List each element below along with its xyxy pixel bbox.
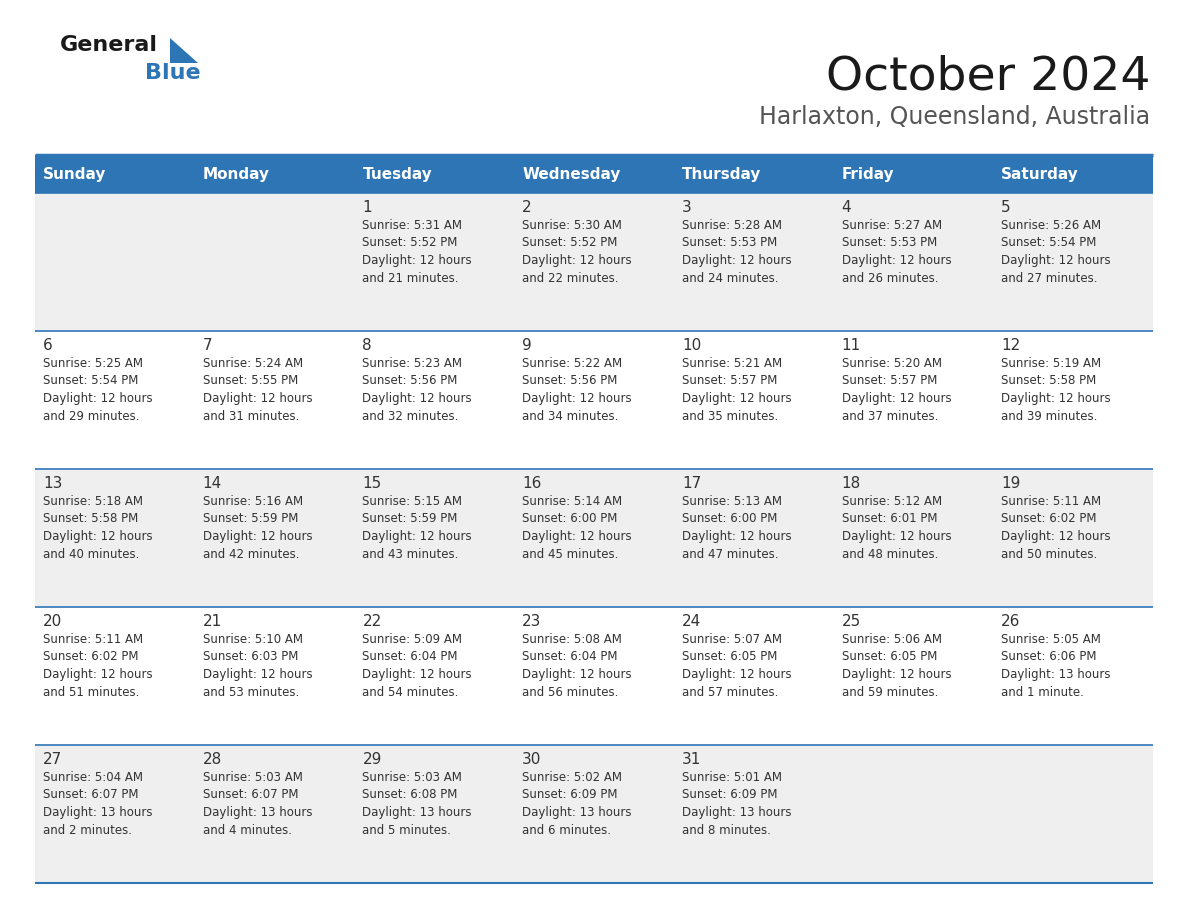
Text: Tuesday: Tuesday: [362, 166, 432, 182]
Text: 16: 16: [523, 476, 542, 491]
Text: Sunrise: 5:16 AM
Sunset: 5:59 PM
Daylight: 12 hours
and 42 minutes.: Sunrise: 5:16 AM Sunset: 5:59 PM Dayligh…: [203, 495, 312, 561]
Text: Sunrise: 5:07 AM
Sunset: 6:05 PM
Daylight: 12 hours
and 57 minutes.: Sunrise: 5:07 AM Sunset: 6:05 PM Dayligh…: [682, 633, 791, 699]
Text: Blue: Blue: [145, 63, 201, 83]
Text: Saturday: Saturday: [1001, 166, 1079, 182]
Text: Sunrise: 5:27 AM
Sunset: 5:53 PM
Daylight: 12 hours
and 26 minutes.: Sunrise: 5:27 AM Sunset: 5:53 PM Dayligh…: [841, 219, 952, 285]
Text: 9: 9: [523, 338, 532, 353]
Bar: [34, 607, 1154, 745]
Bar: [34, 193, 1154, 331]
Text: 6: 6: [43, 338, 52, 353]
Bar: [34, 745, 1154, 883]
Text: 8: 8: [362, 338, 372, 353]
Text: 23: 23: [523, 614, 542, 629]
Text: 19: 19: [1001, 476, 1020, 491]
Bar: [34, 331, 1154, 469]
Text: Friday: Friday: [841, 166, 895, 182]
Text: Sunrise: 5:19 AM
Sunset: 5:58 PM
Daylight: 12 hours
and 39 minutes.: Sunrise: 5:19 AM Sunset: 5:58 PM Dayligh…: [1001, 357, 1111, 422]
Text: 22: 22: [362, 614, 381, 629]
Text: Sunrise: 5:18 AM
Sunset: 5:58 PM
Daylight: 12 hours
and 40 minutes.: Sunrise: 5:18 AM Sunset: 5:58 PM Dayligh…: [43, 495, 152, 561]
Text: Sunrise: 5:25 AM
Sunset: 5:54 PM
Daylight: 12 hours
and 29 minutes.: Sunrise: 5:25 AM Sunset: 5:54 PM Dayligh…: [43, 357, 152, 422]
Text: Monday: Monday: [203, 166, 270, 182]
Text: Sunrise: 5:08 AM
Sunset: 6:04 PM
Daylight: 12 hours
and 56 minutes.: Sunrise: 5:08 AM Sunset: 6:04 PM Dayligh…: [523, 633, 632, 699]
Text: Sunrise: 5:02 AM
Sunset: 6:09 PM
Daylight: 13 hours
and 6 minutes.: Sunrise: 5:02 AM Sunset: 6:09 PM Dayligh…: [523, 771, 632, 836]
Text: 5: 5: [1001, 200, 1011, 215]
Text: Sunrise: 5:23 AM
Sunset: 5:56 PM
Daylight: 12 hours
and 32 minutes.: Sunrise: 5:23 AM Sunset: 5:56 PM Dayligh…: [362, 357, 472, 422]
Text: 24: 24: [682, 614, 701, 629]
Text: 27: 27: [43, 752, 62, 767]
Text: Harlaxton, Queensland, Australia: Harlaxton, Queensland, Australia: [759, 105, 1150, 129]
Text: Sunday: Sunday: [43, 166, 107, 182]
Text: Sunrise: 5:10 AM
Sunset: 6:03 PM
Daylight: 12 hours
and 53 minutes.: Sunrise: 5:10 AM Sunset: 6:03 PM Dayligh…: [203, 633, 312, 699]
Text: Sunrise: 5:15 AM
Sunset: 5:59 PM
Daylight: 12 hours
and 43 minutes.: Sunrise: 5:15 AM Sunset: 5:59 PM Dayligh…: [362, 495, 472, 561]
Text: 15: 15: [362, 476, 381, 491]
Text: 17: 17: [682, 476, 701, 491]
Text: Sunrise: 5:03 AM
Sunset: 6:08 PM
Daylight: 13 hours
and 5 minutes.: Sunrise: 5:03 AM Sunset: 6:08 PM Dayligh…: [362, 771, 472, 836]
Text: Sunrise: 5:26 AM
Sunset: 5:54 PM
Daylight: 12 hours
and 27 minutes.: Sunrise: 5:26 AM Sunset: 5:54 PM Dayligh…: [1001, 219, 1111, 285]
Text: 4: 4: [841, 200, 851, 215]
Text: Sunrise: 5:22 AM
Sunset: 5:56 PM
Daylight: 12 hours
and 34 minutes.: Sunrise: 5:22 AM Sunset: 5:56 PM Dayligh…: [523, 357, 632, 422]
Text: 18: 18: [841, 476, 861, 491]
Text: Sunrise: 5:05 AM
Sunset: 6:06 PM
Daylight: 13 hours
and 1 minute.: Sunrise: 5:05 AM Sunset: 6:06 PM Dayligh…: [1001, 633, 1111, 699]
Text: Sunrise: 5:01 AM
Sunset: 6:09 PM
Daylight: 13 hours
and 8 minutes.: Sunrise: 5:01 AM Sunset: 6:09 PM Dayligh…: [682, 771, 791, 836]
Text: Sunrise: 5:30 AM
Sunset: 5:52 PM
Daylight: 12 hours
and 22 minutes.: Sunrise: 5:30 AM Sunset: 5:52 PM Dayligh…: [523, 219, 632, 285]
Text: 1: 1: [362, 200, 372, 215]
Text: 21: 21: [203, 614, 222, 629]
Text: 30: 30: [523, 752, 542, 767]
Text: Sunrise: 5:03 AM
Sunset: 6:07 PM
Daylight: 13 hours
and 4 minutes.: Sunrise: 5:03 AM Sunset: 6:07 PM Dayligh…: [203, 771, 312, 836]
Text: 13: 13: [43, 476, 63, 491]
Text: 28: 28: [203, 752, 222, 767]
Text: Sunrise: 5:09 AM
Sunset: 6:04 PM
Daylight: 12 hours
and 54 minutes.: Sunrise: 5:09 AM Sunset: 6:04 PM Dayligh…: [362, 633, 472, 699]
Text: 25: 25: [841, 614, 861, 629]
Text: 20: 20: [43, 614, 62, 629]
Bar: [34, 469, 1154, 607]
Text: Sunrise: 5:20 AM
Sunset: 5:57 PM
Daylight: 12 hours
and 37 minutes.: Sunrise: 5:20 AM Sunset: 5:57 PM Dayligh…: [841, 357, 952, 422]
Text: Sunrise: 5:28 AM
Sunset: 5:53 PM
Daylight: 12 hours
and 24 minutes.: Sunrise: 5:28 AM Sunset: 5:53 PM Dayligh…: [682, 219, 791, 285]
Text: 26: 26: [1001, 614, 1020, 629]
Text: 31: 31: [682, 752, 701, 767]
Text: Sunrise: 5:11 AM
Sunset: 6:02 PM
Daylight: 12 hours
and 50 minutes.: Sunrise: 5:11 AM Sunset: 6:02 PM Dayligh…: [1001, 495, 1111, 561]
Text: 7: 7: [203, 338, 213, 353]
Bar: [34, 155, 1154, 193]
Text: Sunrise: 5:13 AM
Sunset: 6:00 PM
Daylight: 12 hours
and 47 minutes.: Sunrise: 5:13 AM Sunset: 6:00 PM Dayligh…: [682, 495, 791, 561]
Text: 14: 14: [203, 476, 222, 491]
Text: 3: 3: [682, 200, 691, 215]
Text: Sunrise: 5:12 AM
Sunset: 6:01 PM
Daylight: 12 hours
and 48 minutes.: Sunrise: 5:12 AM Sunset: 6:01 PM Dayligh…: [841, 495, 952, 561]
Text: 11: 11: [841, 338, 861, 353]
Text: 29: 29: [362, 752, 381, 767]
Text: Sunrise: 5:11 AM
Sunset: 6:02 PM
Daylight: 12 hours
and 51 minutes.: Sunrise: 5:11 AM Sunset: 6:02 PM Dayligh…: [43, 633, 152, 699]
Text: 12: 12: [1001, 338, 1020, 353]
Text: October 2024: October 2024: [826, 55, 1150, 100]
Text: Wednesday: Wednesday: [523, 166, 620, 182]
Text: General: General: [61, 35, 158, 55]
Text: 10: 10: [682, 338, 701, 353]
Text: Sunrise: 5:31 AM
Sunset: 5:52 PM
Daylight: 12 hours
and 21 minutes.: Sunrise: 5:31 AM Sunset: 5:52 PM Dayligh…: [362, 219, 472, 285]
Text: 2: 2: [523, 200, 532, 215]
Text: Sunrise: 5:21 AM
Sunset: 5:57 PM
Daylight: 12 hours
and 35 minutes.: Sunrise: 5:21 AM Sunset: 5:57 PM Dayligh…: [682, 357, 791, 422]
Polygon shape: [170, 38, 198, 63]
Text: Sunrise: 5:14 AM
Sunset: 6:00 PM
Daylight: 12 hours
and 45 minutes.: Sunrise: 5:14 AM Sunset: 6:00 PM Dayligh…: [523, 495, 632, 561]
Text: Sunrise: 5:04 AM
Sunset: 6:07 PM
Daylight: 13 hours
and 2 minutes.: Sunrise: 5:04 AM Sunset: 6:07 PM Dayligh…: [43, 771, 152, 836]
Text: Sunrise: 5:06 AM
Sunset: 6:05 PM
Daylight: 12 hours
and 59 minutes.: Sunrise: 5:06 AM Sunset: 6:05 PM Dayligh…: [841, 633, 952, 699]
Text: Sunrise: 5:24 AM
Sunset: 5:55 PM
Daylight: 12 hours
and 31 minutes.: Sunrise: 5:24 AM Sunset: 5:55 PM Dayligh…: [203, 357, 312, 422]
Text: Thursday: Thursday: [682, 166, 762, 182]
